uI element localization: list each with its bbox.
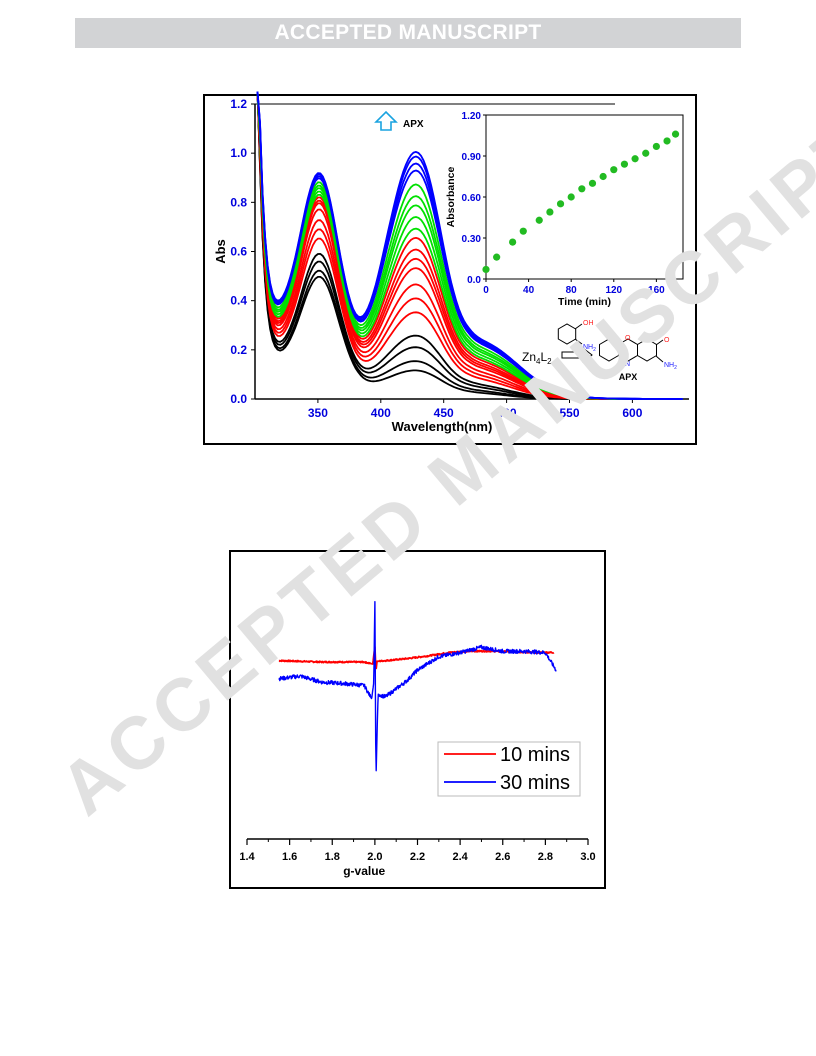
product-ring-3 <box>637 338 657 362</box>
product-o-label: O <box>625 335 631 342</box>
x-axis-title: Wavelength(nm) <box>392 419 493 434</box>
inset-data-point <box>493 253 501 261</box>
inset-data-point <box>578 185 586 193</box>
inset-data-point <box>599 172 607 181</box>
inset-data-point <box>663 137 671 145</box>
legend-label: 10 mins <box>500 744 570 766</box>
inset-y-tick-label: 0.90 <box>462 152 482 163</box>
x-tick-label: 2.2 <box>410 851 425 863</box>
product-label: APX <box>619 372 638 382</box>
x-tick-label: 2.0 <box>367 851 382 863</box>
catalyst-l: L <box>540 350 547 364</box>
inset-data-point <box>671 130 680 138</box>
x-tick-label: 1.6 <box>282 851 297 863</box>
reaction-scheme: OH NH2 Zn4L2 O N O NH2 APX <box>522 320 677 382</box>
reaction-arrow-icon <box>561 346 593 364</box>
catalyst-subscript-1: 4 <box>536 357 541 366</box>
inset-x-tick-label: 120 <box>605 285 622 296</box>
oh-bond <box>574 323 583 330</box>
product-carbonyl-label: O <box>664 337 670 344</box>
x-tick-label: 2.6 <box>495 851 510 863</box>
inset-y-tick-label: 0.60 <box>462 193 482 204</box>
inset-data-point <box>546 208 554 216</box>
x-tick-label: 1.8 <box>325 851 340 863</box>
epr-figure: 1.4 1.6 1.8 2.0 2.2 2.4 2.6 2.8 3.0 g-value 10 min… <box>229 550 606 889</box>
spectra-group <box>256 91 683 400</box>
product-ring-1 <box>599 338 619 362</box>
uv-vis-figure: 350 400 450 500 550 600 0.0 0.2 0.4 0.6 0.8 1.0 1.2 W… <box>203 91 697 445</box>
y-tick-label: 1.0 <box>230 146 247 160</box>
product-nh2-label: NH2 <box>664 362 677 371</box>
spectrum-line <box>256 91 683 400</box>
inset-x-tick-label: 80 <box>566 285 578 296</box>
inset-data-point <box>620 160 629 168</box>
x-tick-label: 400 <box>371 406 391 420</box>
legend-label: 30 mins <box>500 772 570 794</box>
epr-chart-svg: 1.4 1.6 1.8 2.0 2.2 2.4 2.6 2.8 3.0 g-value 10 min… <box>239 601 596 878</box>
inset-data-point <box>631 155 639 163</box>
uv-vis-chart-svg: 350 400 450 500 550 6000.00.20.40.60.81.01.2W… <box>213 91 689 434</box>
inset-x-tick-label: 0 <box>483 285 489 296</box>
inset-data-point <box>535 216 543 224</box>
inset-frame <box>485 114 684 280</box>
inset-y-tick-label: 0.30 <box>462 234 482 245</box>
x-tick-label: 550 <box>559 406 579 420</box>
inset-x-axis-title: Time (min) <box>558 296 611 308</box>
x-tick-label: 350 <box>308 406 328 420</box>
legend-box <box>437 741 581 797</box>
product-n-label: N <box>625 361 630 368</box>
y-tick-label: 1.2 <box>230 97 247 111</box>
x-axis-title: g-value <box>343 864 385 878</box>
catalyst-label: Zn4L2 <box>522 350 552 366</box>
y-tick-label: 0.6 <box>230 245 247 259</box>
inset-y-tick-label: 0.0 <box>467 275 481 286</box>
y-tick-label: 0.2 <box>230 343 247 357</box>
inset-data-point <box>652 142 660 151</box>
apx-arrow-label: APX <box>403 119 424 130</box>
product-nh2-subscript: 2 <box>674 365 677 371</box>
reactant-nh2-subscript: 2 <box>593 347 596 353</box>
product-ring-2 <box>618 338 638 362</box>
reactant-nh2-label: NH2 <box>583 344 596 353</box>
y-axis-title: Abs <box>213 239 228 264</box>
carbonyl-bond <box>655 339 664 346</box>
x-tick-label: 500 <box>497 406 517 420</box>
y-tick-label: 0.0 <box>230 392 247 406</box>
catalyst-subscript-2: 2 <box>547 357 552 366</box>
x-tick-label: 450 <box>434 406 454 420</box>
inset-x-tick-label: 40 <box>523 285 535 296</box>
banner-text: ACCEPTED MANUSCRIPT <box>274 21 542 44</box>
y-tick-label: 0.8 <box>230 195 247 209</box>
aminophenol-ring <box>557 323 577 345</box>
inset-data-point <box>482 265 490 274</box>
x-tick-label: 3.0 <box>580 851 595 863</box>
inset-y-tick-label: 1.20 <box>462 111 482 122</box>
x-tick-label: 600 <box>622 406 642 420</box>
accepted-manuscript-banner: ACCEPTED MANUSCRIPT <box>75 18 741 48</box>
reactant-oh-label: OH <box>583 320 594 327</box>
apx-up-arrow-icon <box>374 110 398 131</box>
nh2-bond <box>574 338 583 345</box>
epr-trace-line <box>278 646 555 670</box>
inset-data-point <box>610 166 618 174</box>
x-tick-label: 1.4 <box>239 851 255 863</box>
inset-data-point <box>519 227 527 235</box>
y-tick-label: 0.4 <box>230 294 247 308</box>
amine-bond <box>655 355 664 363</box>
x-tick-label: 2.4 <box>452 851 468 863</box>
inset-data-point <box>509 238 517 246</box>
inset-data-point <box>556 200 565 208</box>
inset-data-point <box>588 179 597 187</box>
inset-data-point <box>567 193 575 201</box>
inset-y-axis-title: Absorbance <box>445 167 457 228</box>
x-tick-label: 2.8 <box>538 851 553 863</box>
inset-x-tick-label: 160 <box>648 285 665 296</box>
inset-data-point <box>642 149 650 157</box>
epr-trace-line <box>278 601 557 772</box>
